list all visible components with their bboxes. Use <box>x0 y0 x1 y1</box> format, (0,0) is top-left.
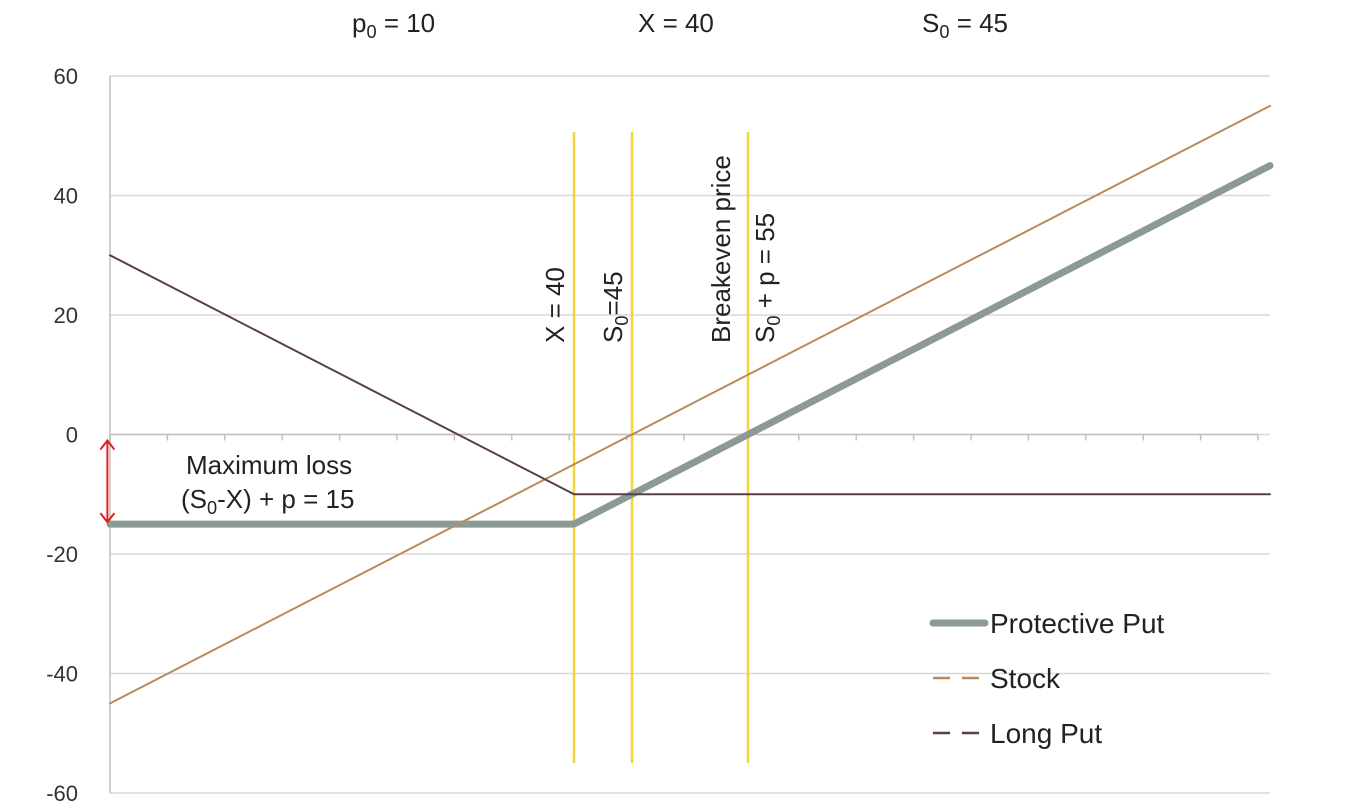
max-loss-label: Maximum loss <box>186 450 352 480</box>
header-label-2: S0 = 45 <box>922 8 1008 42</box>
y-tick-label: -20 <box>46 542 78 567</box>
max-loss-arrowhead-bottom <box>99 512 116 524</box>
series-line-long-put <box>109 254 1271 496</box>
y-axis-ticks: 60 40 20 0 -20 -40 -60 <box>46 64 78 806</box>
y-tick-label: 0 <box>66 423 78 448</box>
y-tick-label: -60 <box>46 781 78 806</box>
max-loss-annotation: Maximum loss (S0-X) + p = 15 <box>99 438 354 524</box>
series-lines <box>106 104 1274 705</box>
y-tick-label: 60 <box>54 64 78 89</box>
legend: Protective Put Stock Long Put <box>929 608 1165 749</box>
reference-line-label: X = 40 <box>540 267 570 343</box>
max-loss-arrowhead-top <box>99 438 116 451</box>
y-tick-label: 20 <box>54 303 78 328</box>
header-label-1: X = 40 <box>638 8 714 38</box>
reference-line-label: S0=45 <box>598 271 632 343</box>
header-label-0: p0 = 10 <box>352 8 435 42</box>
legend-label: Stock <box>990 663 1061 694</box>
y-tick-label: -40 <box>46 662 78 687</box>
legend-label: Protective Put <box>990 608 1165 639</box>
max-loss-formula: (S0-X) + p = 15 <box>181 484 354 518</box>
reference-line-label-2: S0 + p = 55 <box>750 213 784 343</box>
axes <box>109 76 1259 793</box>
reference-line-label: Breakeven price <box>706 155 736 343</box>
chart-header: p0 = 10 X = 40 S0 = 45 <box>352 8 1008 42</box>
y-tick-label: 40 <box>54 184 78 209</box>
series-line-protective-put <box>106 162 1274 528</box>
legend-label: Long Put <box>990 718 1102 749</box>
series-line-stock <box>109 104 1271 705</box>
reference-lines: X = 40 S0=45 Breakeven price S0 + p = 55 <box>540 132 784 763</box>
